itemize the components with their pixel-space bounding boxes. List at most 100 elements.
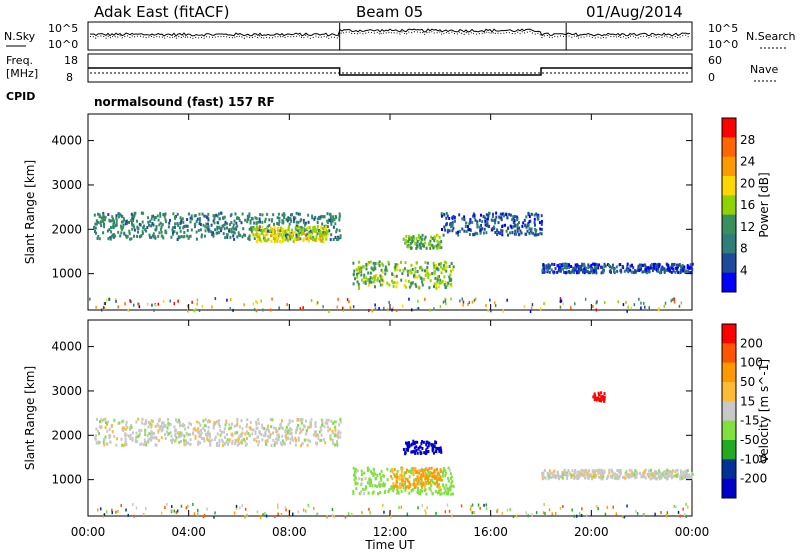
echo-cell	[170, 235, 173, 239]
echo-cell	[530, 212, 533, 216]
echo-cell	[432, 447, 435, 451]
echo-cell	[474, 218, 477, 222]
speckle-cell	[622, 515, 624, 519]
echo-cell	[432, 246, 435, 250]
echo-cell	[241, 427, 244, 431]
echo-cell	[128, 220, 130, 224]
echo-cell	[208, 420, 211, 423]
echo-cell	[320, 226, 323, 230]
echo-cell	[548, 469, 551, 473]
colorbar-segment	[722, 362, 736, 383]
echo-cell	[448, 275, 451, 279]
colorbar-segment	[722, 420, 736, 441]
echo-cell	[463, 215, 466, 219]
echo-cell	[328, 229, 331, 233]
echo-cell	[392, 284, 395, 288]
echo-cell	[269, 433, 272, 436]
x-tick-label: 00:00	[71, 525, 106, 539]
echo-cell	[97, 220, 99, 224]
echo-cell	[240, 433, 243, 437]
speckle-cell	[673, 297, 675, 301]
echo-cell	[153, 235, 156, 239]
speckle-cell	[108, 297, 110, 301]
echo-cell	[165, 220, 167, 224]
echo-cell	[128, 229, 131, 233]
echo-cell	[436, 266, 439, 270]
echo-cell	[654, 475, 657, 479]
echo-cell	[555, 476, 558, 480]
echo-cell	[450, 269, 452, 273]
echo-cell	[482, 214, 485, 218]
echo-cell	[420, 241, 423, 245]
echo-cell	[339, 431, 342, 435]
echo-cell	[203, 437, 205, 441]
speckle-cell	[277, 506, 279, 509]
echo-cell	[113, 233, 115, 237]
echo-cell	[302, 428, 305, 431]
echo-cell	[246, 423, 249, 427]
echo-cell	[278, 427, 281, 431]
echo-cell	[303, 438, 306, 442]
echo-cell	[198, 212, 201, 216]
echo-cell	[642, 473, 645, 477]
echo-cell	[157, 419, 160, 423]
echo-cell	[302, 239, 305, 243]
echo-cell	[381, 278, 384, 282]
echo-cell	[133, 212, 136, 215]
speckle-cell	[111, 508, 113, 512]
echo-cell	[396, 469, 399, 473]
speckle-cell	[278, 306, 280, 310]
echo-cell	[376, 473, 379, 477]
echo-cell	[449, 488, 452, 491]
echo-cell	[440, 450, 443, 454]
echo-cell	[248, 434, 251, 438]
echo-cell	[474, 231, 477, 235]
echo-cell	[666, 267, 669, 271]
echo-cell	[136, 219, 138, 223]
echo-cell	[663, 267, 666, 271]
speckle-cell	[442, 300, 445, 304]
echo-cell	[225, 420, 228, 424]
echo-cell	[584, 476, 586, 480]
echo-cell	[672, 474, 675, 478]
echo-cell	[99, 215, 102, 219]
echo-cell	[639, 471, 641, 475]
echo-cell	[322, 231, 325, 234]
echo-cell	[381, 270, 384, 274]
nave-right-tick-top: 60	[708, 54, 722, 67]
echo-cell	[207, 218, 210, 222]
echo-cell	[337, 429, 340, 433]
echo-cell	[150, 430, 153, 434]
echo-cell	[482, 231, 485, 235]
echo-cell	[102, 440, 105, 444]
echo-cell	[156, 214, 159, 218]
echo-cell	[279, 423, 282, 427]
echo-cell	[514, 224, 517, 228]
echo-cell	[431, 472, 433, 475]
echo-cell	[324, 227, 327, 231]
echo-cell	[595, 398, 598, 402]
echo-cell	[278, 220, 281, 223]
echo-cell	[440, 470, 443, 473]
echo-cell	[444, 469, 447, 473]
echo-cell	[690, 266, 692, 270]
echo-cell	[688, 270, 690, 274]
echo-cell	[108, 228, 111, 232]
echo-cell	[130, 212, 133, 216]
echo-cell	[586, 472, 589, 476]
echo-cell	[269, 226, 272, 230]
echo-cell	[609, 474, 612, 478]
echo-cell	[513, 232, 516, 236]
echo-cell	[339, 236, 342, 240]
echo-cell	[650, 468, 652, 472]
echo-cell	[103, 443, 106, 447]
echo-cell	[501, 230, 504, 234]
echo-cell	[263, 427, 266, 431]
echo-cell	[338, 212, 341, 216]
echo-cell	[500, 212, 503, 216]
echo-cell	[324, 225, 327, 229]
echo-cell	[238, 233, 241, 237]
